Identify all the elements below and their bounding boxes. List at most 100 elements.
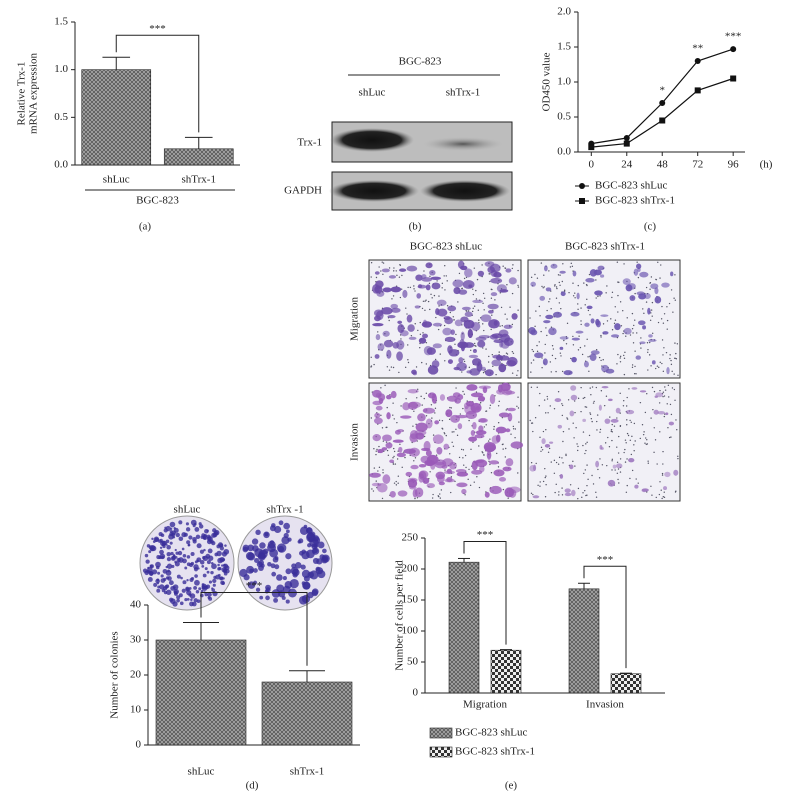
pore xyxy=(532,493,534,496)
pore xyxy=(617,478,619,481)
pore xyxy=(562,440,564,443)
colony xyxy=(220,580,225,585)
colony xyxy=(205,553,211,559)
cell xyxy=(484,261,495,267)
y-tick-label: 10 xyxy=(130,704,142,716)
colony xyxy=(247,552,256,561)
pore xyxy=(393,447,395,450)
cell xyxy=(432,343,442,349)
pore xyxy=(399,443,401,446)
pore xyxy=(439,493,441,495)
pore xyxy=(565,454,567,457)
pore xyxy=(677,457,679,460)
pore xyxy=(490,328,492,331)
pore xyxy=(584,489,586,492)
pore xyxy=(489,438,491,440)
cell xyxy=(468,436,478,442)
pore xyxy=(550,308,552,310)
x-axis-label: (h) xyxy=(760,159,773,171)
pore xyxy=(574,297,576,299)
pore xyxy=(465,310,467,312)
cell xyxy=(477,395,486,402)
pore xyxy=(669,403,672,406)
cell xyxy=(410,464,419,470)
pore xyxy=(444,360,446,362)
pore xyxy=(618,482,620,484)
colony xyxy=(301,594,311,604)
significance-label: *** xyxy=(597,554,614,566)
pore xyxy=(489,407,491,409)
pore xyxy=(676,343,679,345)
pore xyxy=(517,407,520,409)
pore xyxy=(653,390,656,393)
cell xyxy=(510,441,524,449)
pore xyxy=(382,262,385,264)
pore xyxy=(414,457,417,459)
pore xyxy=(563,339,565,342)
colony xyxy=(204,585,209,590)
cell xyxy=(375,405,383,411)
pore xyxy=(632,332,634,334)
pore xyxy=(431,497,434,499)
group-label: BGC-823 xyxy=(136,195,179,207)
pore xyxy=(491,353,494,356)
pore xyxy=(419,333,422,335)
pore xyxy=(449,406,451,409)
cell xyxy=(385,442,393,449)
colony xyxy=(255,529,261,536)
pore xyxy=(580,323,582,326)
colony xyxy=(219,556,225,563)
pore xyxy=(450,407,453,409)
pore xyxy=(629,439,632,442)
pore xyxy=(430,404,433,406)
cell xyxy=(415,422,428,432)
pore xyxy=(492,365,494,368)
pore xyxy=(401,274,403,277)
pore xyxy=(644,442,646,444)
cell xyxy=(661,282,670,288)
pore xyxy=(617,294,619,297)
pore xyxy=(517,286,520,288)
pore xyxy=(619,412,621,414)
pore xyxy=(538,405,540,407)
pore xyxy=(645,443,648,446)
pore xyxy=(551,354,554,357)
pore xyxy=(631,469,634,472)
pore xyxy=(444,289,446,291)
colony xyxy=(190,519,197,526)
pore xyxy=(577,284,579,287)
error-bar xyxy=(184,136,213,149)
cell xyxy=(543,320,551,324)
pore xyxy=(502,448,504,450)
cell xyxy=(503,337,514,346)
pore xyxy=(549,405,551,407)
cell xyxy=(372,323,384,327)
cell xyxy=(386,394,392,400)
pore xyxy=(661,305,663,308)
pore xyxy=(675,490,677,492)
colony xyxy=(188,535,193,540)
pore xyxy=(595,386,598,389)
pore xyxy=(542,480,545,483)
pore xyxy=(483,297,486,299)
colony xyxy=(148,550,152,554)
pore xyxy=(555,286,558,288)
pore xyxy=(625,335,627,337)
colony xyxy=(172,601,178,607)
pore xyxy=(441,419,444,422)
pore xyxy=(642,433,645,436)
cell xyxy=(408,336,417,340)
cell xyxy=(392,439,404,443)
pore xyxy=(438,305,440,307)
significance-bracket xyxy=(200,592,308,666)
bar xyxy=(163,148,234,166)
colony xyxy=(161,588,166,593)
cell xyxy=(602,331,609,335)
pore xyxy=(543,399,546,401)
colony xyxy=(218,567,222,571)
x-tick-label: Invasion xyxy=(586,699,624,711)
cell xyxy=(614,323,621,331)
colony xyxy=(178,536,184,542)
pore xyxy=(392,295,395,297)
cell xyxy=(664,471,671,478)
